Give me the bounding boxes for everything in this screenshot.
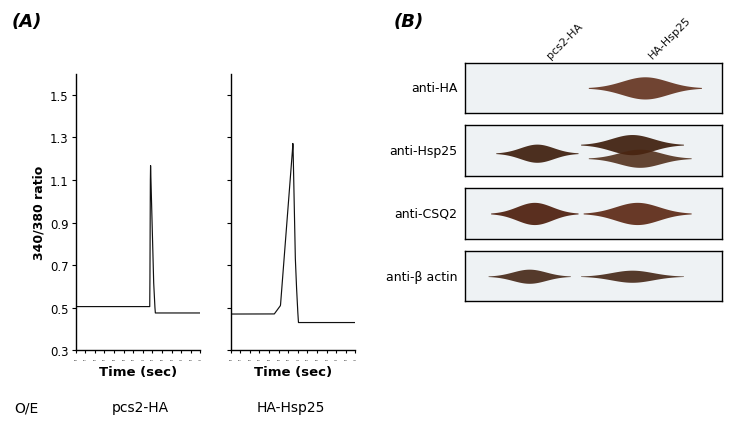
Text: (A): (A) (11, 13, 42, 31)
Text: HA-Hsp25: HA-Hsp25 (257, 400, 325, 414)
Text: HA-Hsp25: HA-Hsp25 (647, 15, 693, 61)
Text: O/E: O/E (14, 400, 39, 414)
Text: pcs2-HA: pcs2-HA (111, 400, 169, 414)
X-axis label: Time (sec): Time (sec) (254, 365, 332, 378)
Text: anti-β actin: anti-β actin (386, 270, 457, 283)
Text: (B): (B) (393, 13, 423, 31)
Text: anti-HA: anti-HA (411, 82, 457, 95)
Text: pcs2-HA: pcs2-HA (544, 22, 584, 61)
Text: anti-CSQ2: anti-CSQ2 (395, 208, 457, 220)
Y-axis label: 340/380 ratio: 340/380 ratio (33, 166, 46, 259)
X-axis label: Time (sec): Time (sec) (99, 365, 177, 378)
Text: anti-Hsp25: anti-Hsp25 (389, 145, 457, 158)
